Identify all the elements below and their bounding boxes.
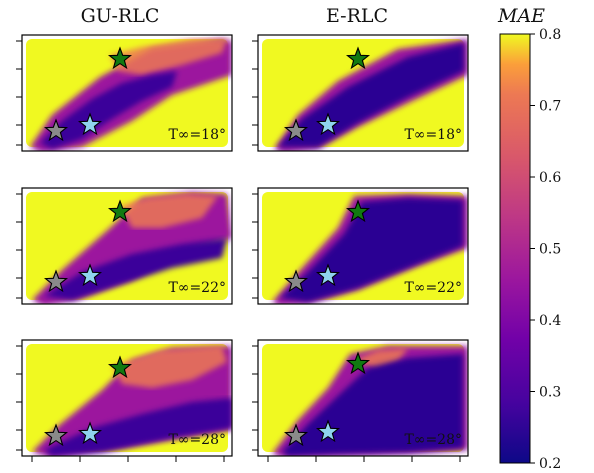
panel-gu-row-1: T∞=18° <box>16 34 233 152</box>
green-star-marker <box>345 351 371 375</box>
colorbar-ticks: 0.2 0.3 0.4 0.5 0.6 0.7 0.8 <box>530 27 561 472</box>
gray-star-marker <box>43 423 69 447</box>
green-star-marker <box>107 46 133 70</box>
temperature-annotation: T∞=22° <box>168 280 226 296</box>
panel-frame <box>257 339 469 457</box>
colorbar: MAE 0.2 0.3 0.4 0.5 0.6 0.7 0.8 <box>497 5 561 472</box>
green-star-marker <box>345 199 371 223</box>
scatter-low-error-region <box>44 398 232 456</box>
colorbar-tick-label: 0.4 <box>539 313 561 329</box>
temperature-annotation: T∞=28° <box>168 432 226 448</box>
panel-frame <box>21 34 233 152</box>
column-title-gu-rlc: GU-RLC <box>81 5 160 27</box>
blue-star-marker <box>315 419 341 443</box>
scatter-high-error-region <box>110 39 227 75</box>
gray-star-marker <box>283 423 309 447</box>
blue-star-marker <box>77 112 103 136</box>
blue-star-marker <box>315 112 341 136</box>
temperature-annotation: T∞=18° <box>168 127 226 143</box>
column-title-e-rlc: E-RLC <box>326 5 388 27</box>
gray-star-marker <box>43 118 69 142</box>
panel-frame <box>21 339 233 457</box>
panel-e-row-3: T∞=28° <box>252 339 469 462</box>
panel-frame <box>21 187 233 305</box>
blue-star-marker <box>315 263 341 287</box>
scatter-high-error-region <box>120 194 218 228</box>
temperature-annotation: T∞=22° <box>404 280 462 296</box>
colorbar-tick-label: 0.6 <box>539 170 561 186</box>
blue-star-marker <box>77 263 103 287</box>
gray-star-marker <box>283 269 309 293</box>
temperature-annotation: T∞=18° <box>404 127 462 143</box>
scatter-low-error-region <box>44 238 227 300</box>
panel-gu-row-2: T∞=22° <box>16 187 233 305</box>
colorbar-tick-label: 0.3 <box>539 385 561 401</box>
colorbar-tick-label: 0.7 <box>539 99 561 115</box>
blue-star-marker <box>77 421 103 445</box>
panel-e-row-2: T∞=22° <box>252 187 469 305</box>
colorbar-title: MAE <box>497 5 545 27</box>
gray-star-marker <box>43 269 69 293</box>
panel-frame <box>257 34 469 152</box>
scatter-low-error-region <box>40 71 177 149</box>
green-star-marker <box>107 199 133 223</box>
colorbar-tick-label: 0.5 <box>539 242 561 258</box>
green-star-marker <box>345 46 371 70</box>
panel-e-row-1: T∞=18° <box>252 34 469 152</box>
scatter-high-error-region <box>354 348 408 370</box>
colorbar-tick-label: 0.8 <box>539 27 561 43</box>
gray-star-marker <box>283 118 309 142</box>
colorbar-gradient <box>499 33 531 464</box>
panel-gu-row-3: T∞=28° <box>16 339 233 462</box>
panel-frame <box>257 187 469 305</box>
panel-grid: T∞=18° T∞=22° T∞=28° T∞=18° T∞=22° T∞=28° <box>16 34 469 462</box>
temperature-annotation: T∞=28° <box>404 432 462 448</box>
scatter-high-error-region <box>112 346 227 388</box>
colorbar-tick-label: 0.2 <box>539 456 561 472</box>
green-star-marker <box>107 355 133 379</box>
